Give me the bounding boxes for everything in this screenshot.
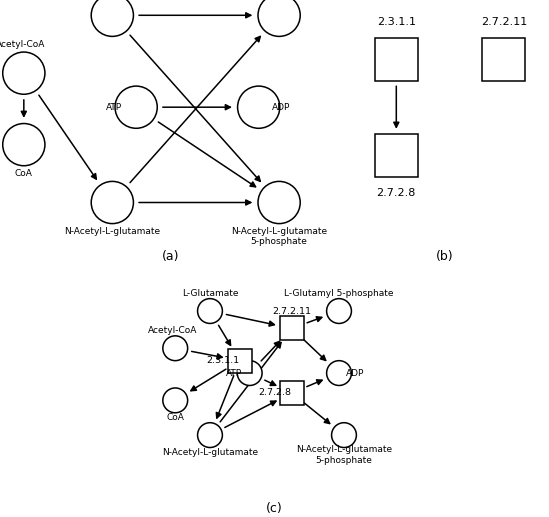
Text: N-Acetyl-L-glutamate
5-phosphate: N-Acetyl-L-glutamate 5-phosphate [296,445,392,465]
Text: 2.3.1.1: 2.3.1.1 [377,17,416,27]
Text: 2.7.2.8: 2.7.2.8 [258,388,291,398]
Circle shape [3,124,45,166]
Bar [280,381,304,405]
Circle shape [258,0,300,36]
Text: N-Acetyl-L-glutamate: N-Acetyl-L-glutamate [162,448,258,457]
Circle shape [3,52,45,94]
Text: Acetyl-CoA: Acetyl-CoA [0,40,45,49]
Text: CoA: CoA [15,169,33,178]
Text: (a): (a) [161,250,179,264]
Text: L-Glutamyl 5-phosphate: L-Glutamyl 5-phosphate [284,289,394,298]
Text: (b): (b) [436,250,453,264]
Circle shape [115,86,157,128]
Text: L-Glutamate: L-Glutamate [182,289,238,298]
Circle shape [237,361,262,386]
Text: ADP: ADP [346,369,365,377]
Text: (c): (c) [266,501,283,514]
Circle shape [91,0,133,36]
Text: Acetyl-CoA: Acetyl-CoA [148,326,198,336]
Circle shape [198,423,222,448]
Text: ADP: ADP [272,103,290,112]
Bar [280,316,304,340]
Circle shape [238,86,280,128]
Text: 2.7.2.8: 2.7.2.8 [377,188,416,198]
Text: 2.7.2.11: 2.7.2.11 [272,307,311,315]
Text: N-Acetyl-L-glutamate
5-phosphate: N-Acetyl-L-glutamate 5-phosphate [231,227,327,246]
Circle shape [258,181,300,223]
Text: N-Acetyl-L-glutamate: N-Acetyl-L-glutamate [64,227,160,236]
Text: 2.3.1.1: 2.3.1.1 [206,356,239,365]
Circle shape [198,299,222,324]
Circle shape [327,299,351,324]
Circle shape [91,181,133,223]
Bar [483,38,525,81]
Bar [375,134,418,177]
Circle shape [163,336,188,361]
Bar [228,349,251,373]
Text: ATP: ATP [106,103,122,112]
Circle shape [163,388,188,413]
Text: CoA: CoA [166,413,184,422]
Circle shape [327,361,351,386]
Circle shape [332,423,356,448]
Text: 2.7.2.11: 2.7.2.11 [481,17,527,27]
Bar [375,38,418,81]
Text: ATP: ATP [226,369,242,377]
